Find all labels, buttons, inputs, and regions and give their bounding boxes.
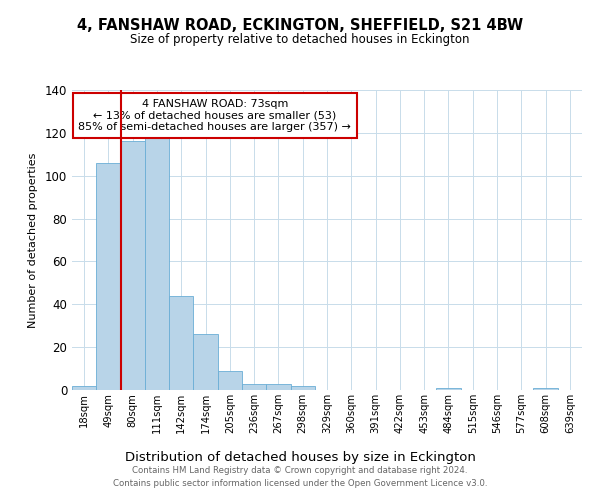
Bar bbox=[121, 142, 145, 390]
Bar bbox=[145, 105, 169, 390]
Text: 4 FANSHAW ROAD: 73sqm
← 13% of detached houses are smaller (53)
85% of semi-deta: 4 FANSHAW ROAD: 73sqm ← 13% of detached … bbox=[79, 99, 351, 132]
Text: 4, FANSHAW ROAD, ECKINGTON, SHEFFIELD, S21 4BW: 4, FANSHAW ROAD, ECKINGTON, SHEFFIELD, S… bbox=[77, 18, 523, 32]
Bar bbox=[290, 386, 315, 390]
Bar bbox=[242, 384, 266, 390]
Y-axis label: Number of detached properties: Number of detached properties bbox=[28, 152, 38, 328]
Text: Distribution of detached houses by size in Eckington: Distribution of detached houses by size … bbox=[125, 451, 475, 464]
Bar bbox=[436, 388, 461, 390]
Bar bbox=[169, 296, 193, 390]
Text: Contains HM Land Registry data © Crown copyright and database right 2024.
Contai: Contains HM Land Registry data © Crown c… bbox=[113, 466, 487, 487]
Bar bbox=[96, 163, 121, 390]
Bar bbox=[533, 388, 558, 390]
Text: Size of property relative to detached houses in Eckington: Size of property relative to detached ho… bbox=[130, 32, 470, 46]
Bar bbox=[266, 384, 290, 390]
Bar bbox=[72, 386, 96, 390]
Bar bbox=[193, 334, 218, 390]
Bar bbox=[218, 370, 242, 390]
